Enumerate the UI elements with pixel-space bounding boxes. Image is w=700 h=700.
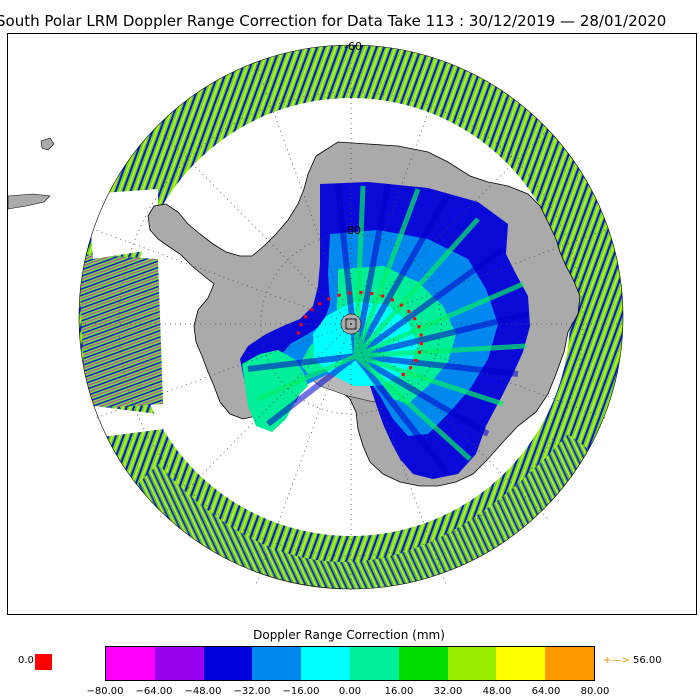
outlier-point (337, 293, 341, 297)
red-points (296, 291, 423, 376)
map-title: South Polar LRM Doppler Range Correction… (0, 12, 667, 30)
outlier-point (348, 291, 352, 295)
legend-title: Doppler Range Correction (mm) (253, 628, 445, 642)
south-america-tip (8, 193, 51, 210)
colorbar-ticks: −80.00 −64.00 −48.00 −32.00 −16.00 0.00 16.00 3… (0, 686, 700, 700)
outlier-point (419, 342, 423, 346)
lrm-ice-coverage (240, 182, 530, 479)
outlier-point (391, 298, 394, 302)
colorbar-tick-label: 64.00 (531, 686, 561, 697)
overflow-arrow-icon: +—> (603, 655, 630, 666)
colorbar-tick-label: 16.00 (384, 686, 414, 697)
colorbar-tick-label: −16.00 (282, 686, 320, 697)
overflow-label: +—> 56.00 (603, 655, 662, 666)
outlier-point (399, 303, 403, 307)
colorbar-tick-label: −80.00 (86, 686, 124, 697)
colorbar (105, 646, 595, 681)
polar-map-canvas (8, 44, 624, 594)
colorbar-bin (252, 647, 302, 680)
colorbar-tick-label: 0.00 (338, 686, 362, 697)
lat-label-60: -60 (344, 40, 362, 53)
outlier-point (401, 372, 405, 376)
outlier-point (299, 323, 303, 327)
colorbar-bin (496, 647, 546, 680)
outlier-point (370, 292, 374, 295)
colorbar-bin (398, 647, 448, 680)
outlier-point (327, 297, 331, 301)
colorbar-bin (349, 647, 399, 680)
colorbar-tick-label: 48.00 (482, 686, 512, 697)
outlier-point (409, 366, 412, 370)
colorbar-tick-label: −32.00 (233, 686, 271, 697)
graticule (80, 45, 623, 594)
overflow-value: 56.00 (632, 655, 662, 666)
track-ring-west (79, 254, 163, 409)
outlier-point (413, 317, 417, 321)
colorbar-bin (301, 647, 350, 680)
outlier-point (304, 315, 308, 319)
outlier-point (414, 358, 418, 362)
colorbar-tick-label: 32.00 (433, 686, 463, 697)
colorbar-bin (106, 647, 155, 680)
coverage-rays-green (256, 185, 527, 461)
outlier-point (407, 309, 411, 313)
colorbar-tick-label: −48.00 (184, 686, 222, 697)
falkland-islands (40, 137, 55, 151)
outlier-point (296, 331, 300, 335)
outlier-point (359, 291, 363, 294)
outlier-point (417, 325, 421, 329)
colorbar-bin (447, 647, 497, 680)
colorbar-bin (203, 647, 253, 680)
ring-gaps (78, 189, 163, 439)
outlier-point (318, 302, 322, 306)
lat-label-80: -80 (343, 224, 361, 237)
colorbar-tick-label: −64.00 (135, 686, 173, 697)
polar-map: -60 -80 (7, 33, 697, 615)
outlier-point (418, 350, 422, 354)
colorbar-bin (545, 647, 594, 680)
zero-swatch (35, 654, 52, 670)
outlier-point (419, 333, 423, 337)
colorbar-bin (154, 647, 204, 680)
outlier-point (310, 308, 314, 312)
colorbar-tick-label: 80.00 (580, 686, 610, 697)
outlier-point (381, 294, 385, 298)
zero-label: 0.0 (18, 655, 34, 666)
